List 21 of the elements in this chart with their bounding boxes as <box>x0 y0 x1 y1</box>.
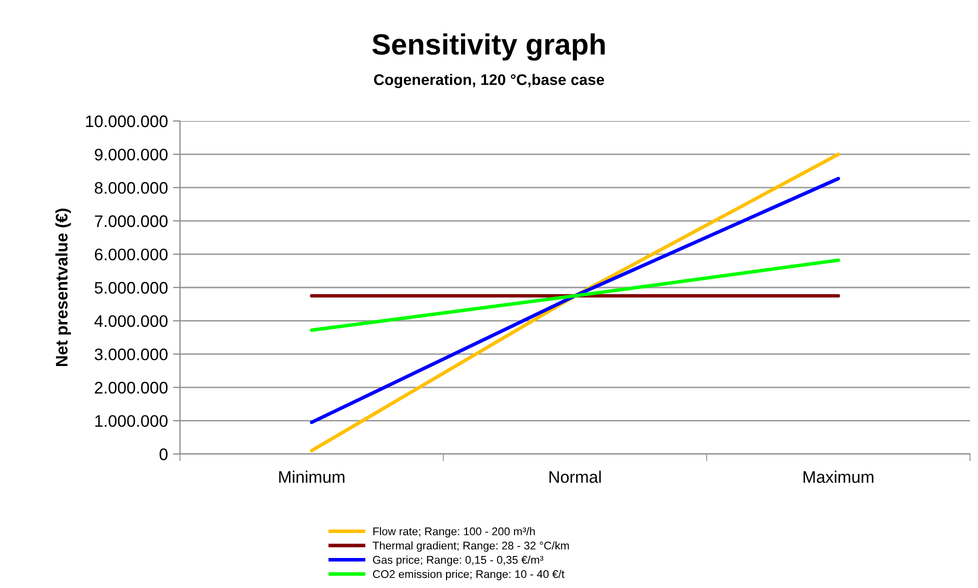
x-tick-label: Minimum <box>279 470 344 483</box>
y-tick-label: 5.000.000 <box>94 282 168 294</box>
y-tick-label: 10.000.000 <box>86 115 168 128</box>
chart-title: Sensitivity graph <box>372 33 605 61</box>
chart-subtitle: Cogeneration, 120 °C,base case <box>374 74 604 88</box>
y-tick-label: 8.000.000 <box>94 182 168 194</box>
y-tick-label: 7.000.000 <box>94 215 168 228</box>
x-tick-label: Maximum <box>804 470 874 483</box>
y-axis-title: Net presentvalue (€) <box>55 208 71 366</box>
y-tick-label: 3.000.000 <box>94 348 168 360</box>
y-tick-label: 4.000.000 <box>94 315 168 328</box>
legend-label: Flow rate; Range: 100 - 200 m³/h <box>373 527 535 538</box>
legend-label: Thermal gradient; Range: 28 - 32 °C/km <box>372 541 569 552</box>
x-tick-label: Normal <box>550 470 601 483</box>
y-tick-label: 6.000.000 <box>94 248 168 260</box>
legend-label: Gas price; Range: 0,15 - 0,35 €/m³ <box>372 556 544 566</box>
legend-label: CO2 emission price; Range: 10 - 40 €/t <box>373 570 564 580</box>
y-tick-label: 2.000.000 <box>94 382 168 394</box>
y-tick-label: 1.000.000 <box>95 415 168 427</box>
y-tick-label: 0 <box>160 448 168 460</box>
y-tick-label: 9.000.000 <box>94 148 168 161</box>
